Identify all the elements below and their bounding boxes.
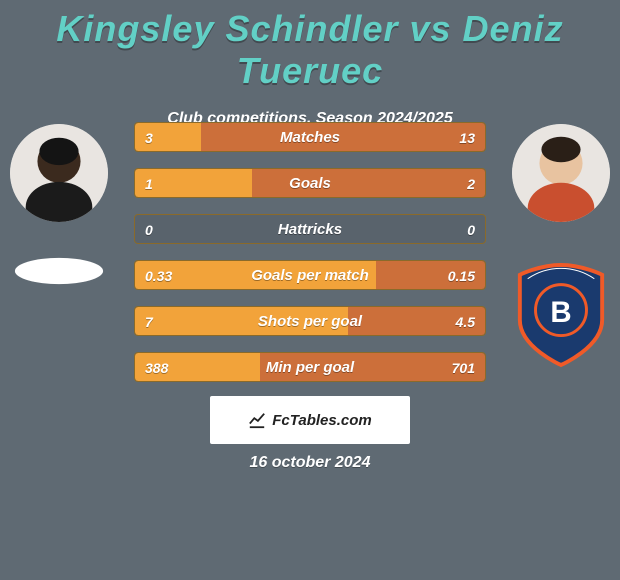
comparison-date: 16 october 2024 [0, 454, 620, 472]
stat-label: Min per goal [135, 353, 485, 382]
stats-container: 313Matches 12Goals 00Hattricks 0.330.15Goal… [134, 122, 486, 398]
stat-row: 12Goals [134, 168, 486, 198]
stat-label: Goals per match [135, 261, 485, 290]
stat-row: 388701Min per goal [134, 352, 486, 382]
player-right-photo [512, 124, 610, 222]
source-badge: FcTables.com [210, 396, 410, 444]
stat-label: Goals [135, 169, 485, 198]
comparison-title: Kingsley Schindler vs Deniz Tueruec [0, 0, 620, 92]
stat-row: 00Hattricks [134, 214, 486, 244]
player-left-photo [10, 124, 108, 222]
chart-icon [248, 411, 266, 429]
stat-row: 313Matches [134, 122, 486, 152]
source-text: FcTables.com [272, 412, 371, 429]
club-right-logo: B [512, 260, 610, 370]
stat-row: 74.5Shots per goal [134, 306, 486, 336]
club-left-logo [10, 246, 108, 296]
stat-label: Hattricks [135, 215, 485, 244]
stat-label: Matches [135, 123, 485, 152]
stat-label: Shots per goal [135, 307, 485, 336]
stat-row: 0.330.15Goals per match [134, 260, 486, 290]
svg-text:B: B [550, 296, 571, 329]
